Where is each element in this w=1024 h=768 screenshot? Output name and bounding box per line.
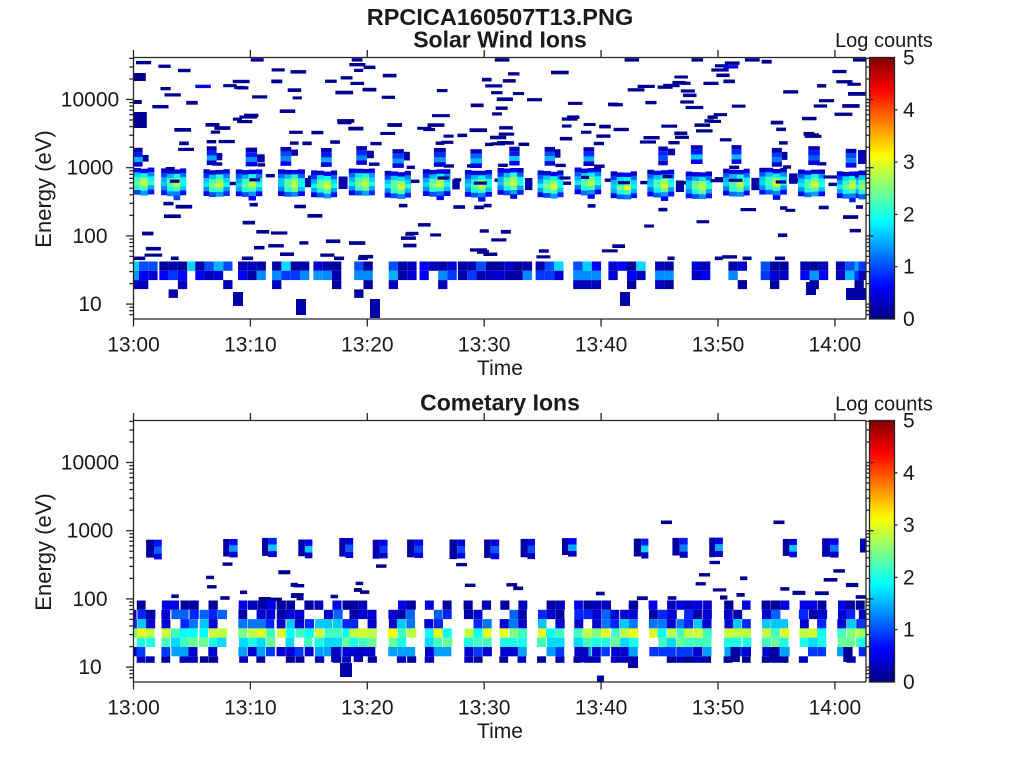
svg-text:Solar Wind Ions: Solar Wind Ions (413, 27, 587, 53)
svg-text:3: 3 (903, 514, 915, 537)
svg-text:3: 3 (903, 151, 915, 174)
svg-text:100: 100 (72, 588, 107, 611)
svg-text:13:00: 13:00 (107, 334, 160, 357)
svg-text:13:40: 13:40 (575, 697, 628, 720)
svg-text:13:30: 13:30 (458, 334, 511, 357)
svg-text:RPCICA160507T13.PNG: RPCICA160507T13.PNG (367, 4, 633, 30)
svg-text:10000: 10000 (61, 452, 119, 475)
svg-text:1000: 1000 (67, 520, 114, 543)
svg-text:2: 2 (903, 203, 915, 226)
svg-text:13:10: 13:10 (224, 697, 277, 720)
svg-text:13:50: 13:50 (692, 697, 745, 720)
svg-text:1: 1 (903, 619, 915, 642)
svg-text:10000: 10000 (61, 89, 119, 112)
svg-text:13:20: 13:20 (341, 334, 394, 357)
svg-text:Log counts: Log counts (835, 30, 933, 52)
svg-text:4: 4 (903, 462, 915, 485)
svg-text:1000: 1000 (67, 157, 114, 180)
svg-text:100: 100 (72, 225, 107, 248)
svg-text:10: 10 (78, 293, 101, 316)
svg-text:5: 5 (903, 47, 915, 70)
svg-text:13:10: 13:10 (224, 334, 277, 357)
svg-text:13:00: 13:00 (107, 697, 160, 720)
svg-text:14:00: 14:00 (809, 334, 862, 357)
svg-text:Energy (eV): Energy (eV) (31, 493, 56, 610)
svg-text:Energy (eV): Energy (eV) (31, 130, 56, 247)
svg-text:1: 1 (903, 256, 915, 279)
svg-text:0: 0 (903, 308, 915, 331)
svg-text:2: 2 (903, 566, 915, 589)
svg-text:Log counts: Log counts (835, 394, 933, 416)
svg-text:13:50: 13:50 (692, 334, 745, 357)
svg-text:13:20: 13:20 (341, 697, 394, 720)
svg-text:13:30: 13:30 (458, 697, 511, 720)
svg-text:0: 0 (903, 671, 915, 694)
svg-text:Time: Time (477, 357, 523, 380)
svg-text:4: 4 (903, 99, 915, 122)
svg-text:14:00: 14:00 (809, 697, 862, 720)
svg-text:Time: Time (477, 720, 523, 743)
svg-text:Cometary Ions: Cometary Ions (420, 390, 580, 416)
svg-text:10: 10 (78, 656, 101, 679)
svg-text:5: 5 (903, 410, 915, 433)
svg-text:13:40: 13:40 (575, 334, 628, 357)
